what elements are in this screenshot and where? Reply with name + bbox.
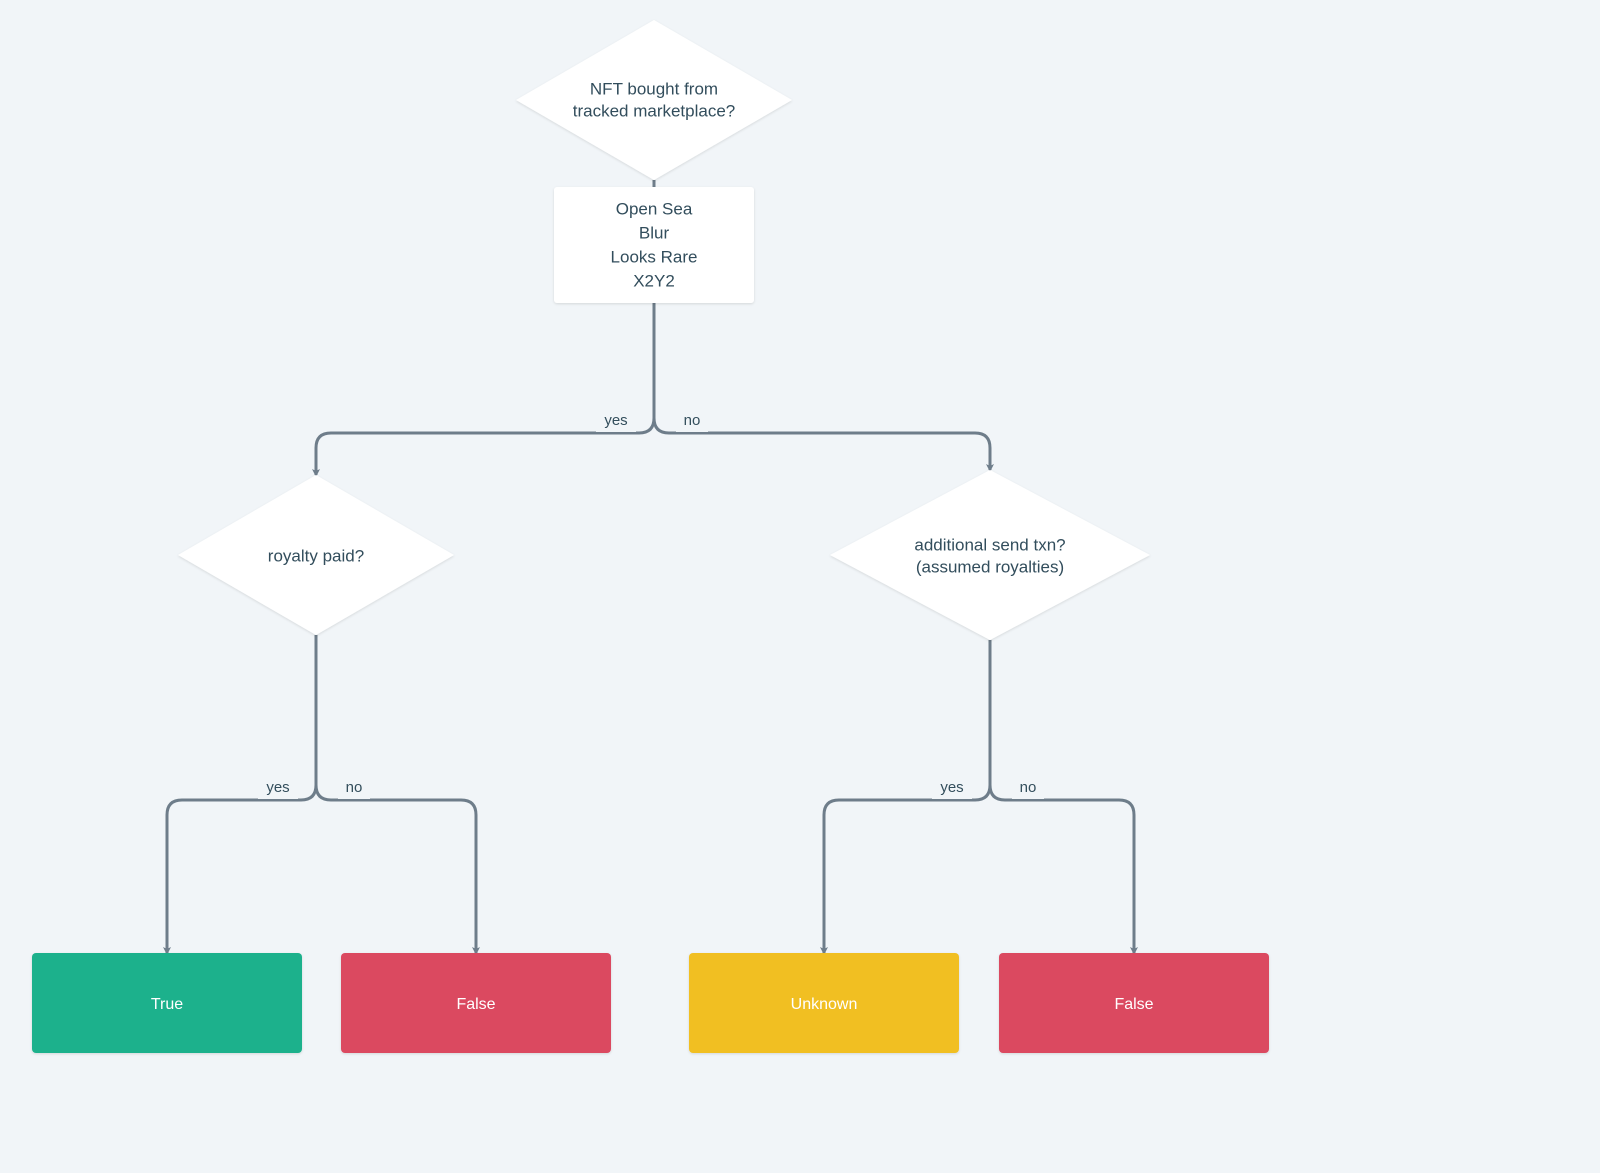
svg-text:yes: yes: [266, 779, 289, 796]
svg-text:yes: yes: [604, 412, 627, 429]
edge-marketplaces-additional: [654, 303, 990, 470]
svg-text:(assumed royalties): (assumed royalties): [916, 557, 1064, 576]
svg-text:royalty paid?: royalty paid?: [268, 546, 364, 565]
svg-text:additional send txn?: additional send txn?: [914, 535, 1065, 554]
node-leaf-true: True: [32, 953, 302, 1053]
svg-text:no: no: [1020, 779, 1037, 796]
edge-additional-false: [990, 640, 1134, 953]
svg-text:yes: yes: [940, 779, 963, 796]
node-leaf-false-left: False: [341, 953, 611, 1053]
node-royalty: royalty paid?: [178, 475, 454, 635]
svg-text:NFT bought from: NFT bought from: [590, 79, 718, 98]
label-root-yes: yes: [596, 408, 636, 432]
node-marketplaces: Open Sea Blur Looks Rare X2Y2: [554, 187, 754, 303]
edge-marketplaces-royalty: [316, 303, 654, 475]
label-root-no: no: [676, 408, 708, 432]
svg-text:X2Y2: X2Y2: [633, 271, 675, 290]
node-leaf-unknown: Unknown: [689, 953, 959, 1053]
svg-text:Blur: Blur: [639, 223, 670, 242]
label-additional-no: no: [1012, 775, 1044, 799]
svg-text:no: no: [684, 412, 701, 429]
svg-text:tracked marketplace?: tracked marketplace?: [573, 101, 736, 120]
svg-text:Unknown: Unknown: [791, 996, 858, 1013]
svg-text:False: False: [456, 996, 495, 1013]
label-royalty-no: no: [338, 775, 370, 799]
svg-text:Looks Rare: Looks Rare: [611, 247, 698, 266]
node-additional: additional send txn? (assumed royalties): [830, 470, 1150, 640]
label-additional-yes: yes: [932, 775, 972, 799]
label-royalty-yes: yes: [258, 775, 298, 799]
node-root: NFT bought from tracked marketplace?: [516, 20, 792, 180]
svg-text:False: False: [1114, 996, 1153, 1013]
node-leaf-false-right: False: [999, 953, 1269, 1053]
svg-text:Open Sea: Open Sea: [616, 199, 693, 218]
svg-text:no: no: [346, 779, 363, 796]
svg-text:True: True: [151, 996, 183, 1013]
